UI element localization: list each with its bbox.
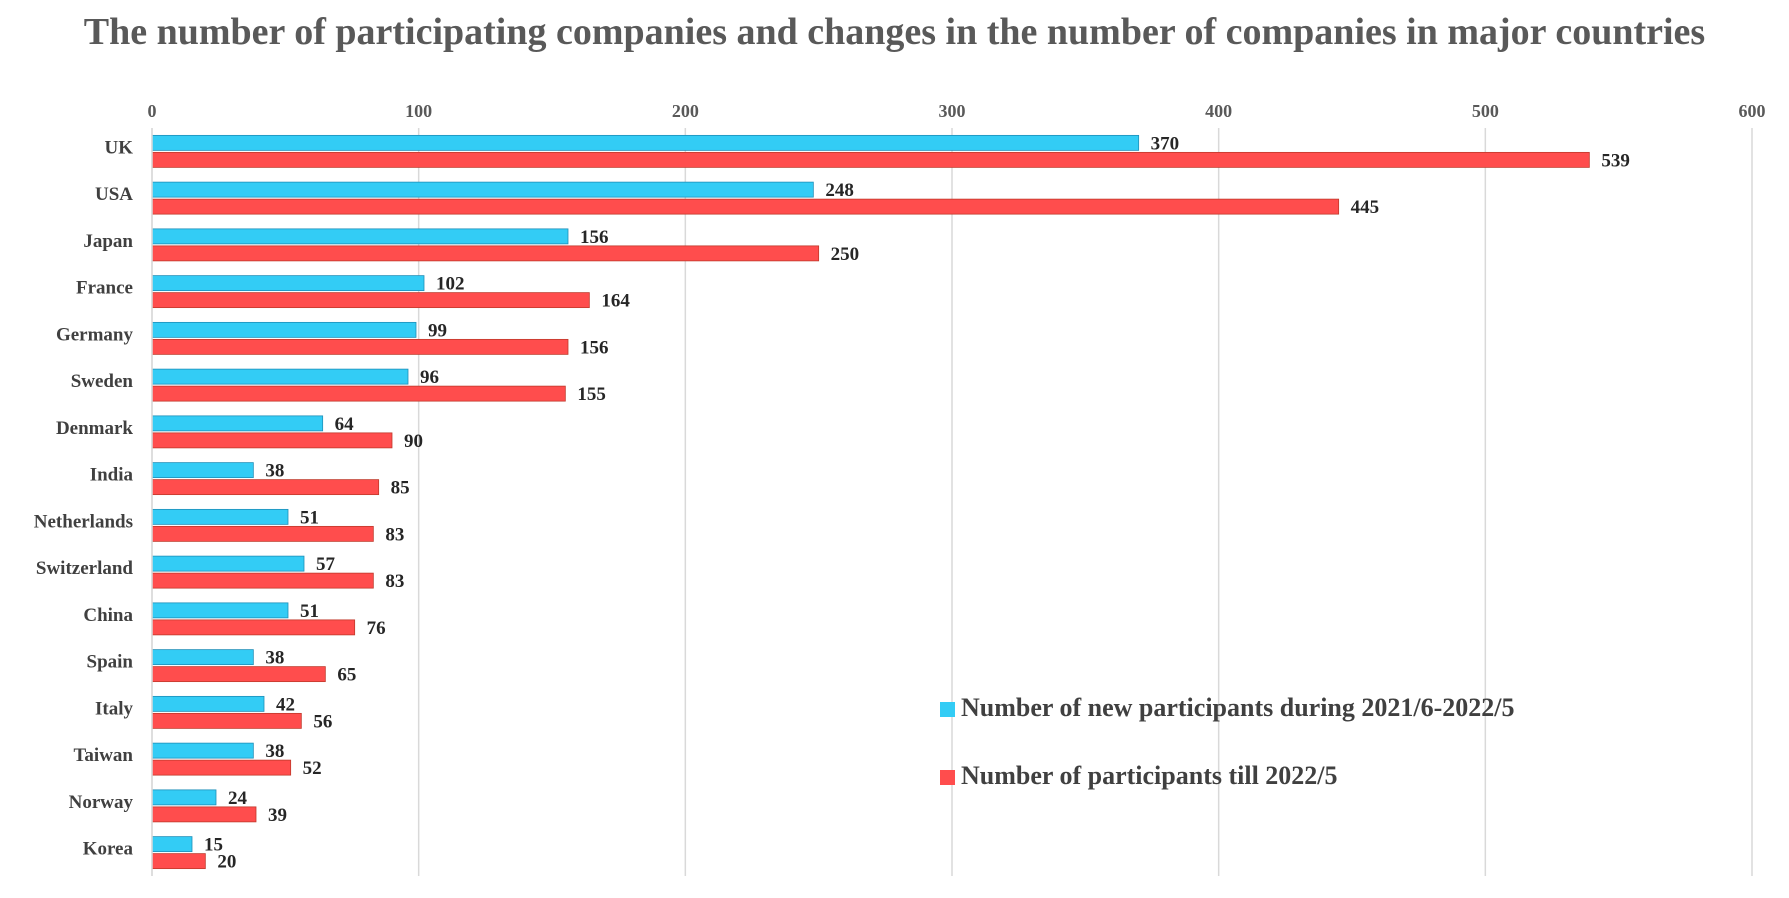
- category-label: India: [90, 465, 134, 486]
- data-label: 155: [577, 384, 606, 405]
- data-label: 99: [428, 320, 447, 341]
- x-tick-label: 0: [148, 101, 157, 121]
- data-label: 65: [337, 665, 356, 686]
- bar-new-participants: [151, 415, 324, 432]
- bar-new-participants: [151, 228, 569, 245]
- bar-total-participants: [151, 525, 374, 542]
- category-label: Netherlands: [34, 511, 133, 532]
- legend-swatch: [940, 702, 955, 717]
- bar-total-participants: [151, 432, 393, 449]
- data-label: 20: [217, 852, 236, 873]
- category-label: Japan: [83, 231, 133, 252]
- data-label: 51: [300, 507, 319, 528]
- category-label: Denmark: [56, 418, 133, 439]
- data-label: 38: [265, 461, 284, 482]
- data-label: 83: [385, 571, 404, 592]
- data-label: 38: [265, 741, 284, 762]
- data-label: 102: [436, 274, 465, 295]
- bar-new-participants: [151, 508, 289, 525]
- category-label: Korea: [83, 839, 134, 860]
- data-label: 370: [1151, 133, 1180, 154]
- bar-new-participants: [151, 134, 1140, 151]
- bar-total-participants: [151, 479, 380, 496]
- bar-total-participants: [151, 245, 820, 262]
- bar-new-participants: [151, 742, 254, 759]
- bar-total-participants: [151, 712, 302, 729]
- data-label: 51: [300, 601, 319, 622]
- data-label: 57: [316, 554, 336, 575]
- bar-total-participants: [151, 853, 206, 870]
- bar-total-participants: [151, 385, 566, 402]
- data-label: 248: [825, 180, 854, 201]
- data-label: 15: [204, 835, 223, 856]
- x-tick-label: 600: [1739, 101, 1766, 121]
- legend-label: Number of new participants during 2021/6…: [961, 693, 1515, 722]
- bar-total-participants: [151, 666, 326, 683]
- data-label: 90: [404, 431, 423, 452]
- x-tick-label: 100: [405, 101, 432, 121]
- bar-total-participants: [151, 759, 292, 776]
- legend-label: Number of participants till 2022/5: [961, 761, 1338, 790]
- data-label: 85: [391, 478, 410, 499]
- bar-new-participants: [151, 275, 425, 292]
- bar-new-participants: [151, 321, 417, 338]
- bar-new-participants: [151, 462, 254, 479]
- bar-new-participants: [151, 789, 217, 806]
- category-label: UK: [105, 137, 134, 158]
- bar-total-participants: [151, 292, 590, 309]
- data-label: 445: [1351, 197, 1380, 218]
- data-label: 42: [276, 694, 295, 715]
- data-label: 56: [313, 711, 332, 732]
- bar-new-participants: [151, 836, 193, 853]
- bar-total-participants: [151, 619, 356, 636]
- data-label: 156: [580, 227, 609, 248]
- data-label: 539: [1601, 150, 1630, 171]
- legend-swatch: [940, 770, 955, 785]
- category-label: USA: [95, 184, 133, 205]
- data-label: 39: [268, 805, 287, 826]
- x-tick-label: 200: [672, 101, 699, 121]
- x-tick-label: 300: [939, 101, 966, 121]
- data-label: 83: [385, 524, 404, 545]
- category-label: Sweden: [71, 371, 134, 392]
- data-label: 156: [580, 337, 609, 358]
- category-label: Taiwan: [74, 745, 134, 766]
- bar-new-participants: [151, 555, 305, 572]
- category-label: Germany: [56, 324, 134, 345]
- bar-total-participants: [151, 198, 1340, 215]
- data-label: 52: [303, 758, 322, 779]
- x-tick-label: 500: [1472, 101, 1499, 121]
- bar-new-participants: [151, 602, 289, 619]
- data-label: 64: [335, 414, 355, 435]
- category-label: Norway: [69, 792, 134, 813]
- data-label: 38: [265, 648, 284, 669]
- category-label: Italy: [95, 698, 134, 719]
- bar-total-participants: [151, 806, 257, 823]
- data-label: 164: [601, 291, 630, 312]
- bar-total-participants: [151, 572, 374, 589]
- category-label: Spain: [87, 652, 134, 673]
- bar-new-participants: [151, 368, 409, 385]
- data-label: 250: [831, 244, 860, 265]
- data-label: 76: [367, 618, 386, 639]
- bar-total-participants: [151, 338, 569, 355]
- bar-new-participants: [151, 181, 814, 198]
- bar-new-participants: [151, 649, 254, 666]
- data-label: 96: [420, 367, 439, 388]
- category-label: China: [83, 605, 133, 626]
- category-label: Switzerland: [36, 558, 134, 579]
- chart-title: The number of participating companies an…: [83, 11, 1706, 53]
- x-tick-label: 400: [1205, 101, 1232, 121]
- data-label: 24: [228, 788, 248, 809]
- bar-new-participants: [151, 695, 265, 712]
- category-label: France: [76, 278, 133, 299]
- bar-total-participants: [151, 151, 1590, 168]
